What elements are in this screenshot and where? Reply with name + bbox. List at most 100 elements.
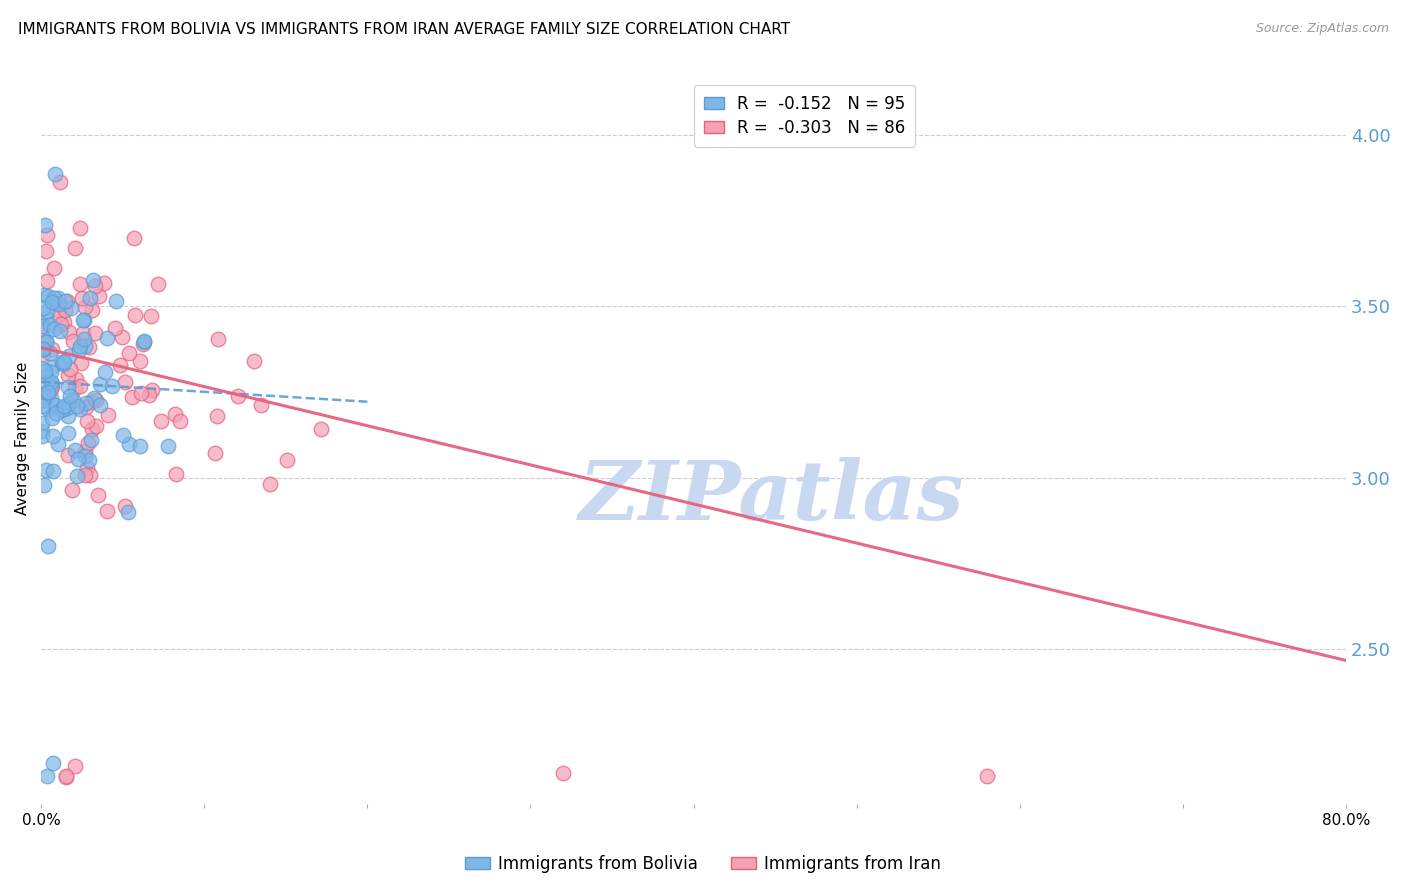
Point [34, 218, 56, 232]
Point [84, 326, 107, 341]
Point [49, 317, 72, 331]
Point [250, 397, 273, 411]
Point [35, 385, 58, 400]
Point [82, 303, 104, 318]
Point [76, 460, 98, 475]
Point [45, 296, 67, 310]
Point [276, 453, 298, 467]
Point [39, 375, 62, 389]
Point [65, 241, 87, 255]
Point [129, 439, 152, 453]
Point [35, 228, 58, 243]
Point [62, 334, 84, 349]
Point [87, 488, 110, 502]
Point [114, 376, 136, 390]
Point [129, 385, 152, 400]
Point [63, 443, 86, 458]
Point [52, 402, 75, 417]
Point [70, 291, 93, 305]
Point [139, 310, 162, 324]
Point [204, 446, 226, 460]
Point [63, 759, 86, 773]
Point [165, 467, 187, 481]
Point [66, 399, 89, 413]
Point [141, 383, 163, 397]
Point [44, 261, 66, 276]
Point [34, 364, 56, 378]
Point [112, 427, 135, 442]
Point [39, 318, 62, 333]
Point [32, 301, 55, 316]
Point [53, 399, 76, 413]
Point [72, 312, 94, 326]
Text: IMMIGRANTS FROM BOLIVIA VS IMMIGRANTS FROM IRAN AVERAGE FAMILY SIZE CORRELATION : IMMIGRANTS FROM BOLIVIA VS IMMIGRANTS FR… [18, 22, 790, 37]
Point [46, 291, 69, 305]
Point [46, 437, 69, 451]
Text: Source: ZipAtlas.com: Source: ZipAtlas.com [1256, 22, 1389, 36]
Point [51, 355, 73, 369]
Point [117, 505, 139, 519]
Point [41, 295, 63, 310]
Point [56, 294, 79, 309]
Point [35, 769, 58, 783]
Point [132, 336, 155, 351]
Point [73, 449, 96, 463]
Point [104, 321, 127, 335]
Point [169, 414, 191, 428]
Point [132, 335, 155, 350]
Point [42, 321, 65, 335]
Legend: R =  -0.152   N = 95, R =  -0.303   N = 86: R = -0.152 N = 95, R = -0.303 N = 86 [693, 85, 915, 147]
Point [96, 504, 118, 518]
Point [132, 334, 155, 348]
Point [32, 361, 55, 376]
Point [84, 279, 107, 293]
Point [41, 411, 63, 425]
Point [114, 499, 136, 513]
Point [38, 346, 60, 360]
Point [31, 392, 53, 407]
Point [41, 376, 63, 391]
Point [41, 382, 63, 396]
Point [129, 354, 152, 368]
Point [553, 766, 575, 780]
Point [89, 399, 111, 413]
Point [65, 371, 87, 385]
Point [70, 356, 93, 370]
Point [35, 244, 58, 258]
Point [77, 436, 100, 450]
Point [37, 401, 59, 416]
Point [97, 408, 120, 422]
Point [69, 379, 91, 393]
Point [58, 325, 80, 339]
Point [58, 368, 80, 382]
Point [44, 398, 66, 412]
Point [46, 308, 69, 322]
Point [69, 220, 91, 235]
Point [34, 368, 56, 383]
Point [73, 339, 96, 353]
Point [73, 468, 96, 483]
Point [72, 326, 94, 340]
Point [53, 315, 76, 329]
Point [118, 437, 141, 451]
Point [35, 303, 58, 318]
Point [32, 346, 55, 360]
Point [32, 343, 55, 357]
Point [34, 334, 56, 348]
Point [44, 291, 66, 305]
Point [41, 359, 63, 374]
Point [100, 379, 122, 393]
Point [45, 406, 67, 420]
Point [34, 334, 56, 349]
Point [35, 310, 58, 325]
Point [58, 395, 80, 409]
Text: ZIPatlas: ZIPatlas [579, 457, 965, 537]
Point [69, 277, 91, 292]
Point [32, 288, 55, 302]
Point [58, 448, 80, 462]
Point [48, 297, 70, 311]
Point [56, 409, 79, 424]
Point [31, 429, 53, 443]
Point [37, 539, 59, 553]
Point [60, 483, 83, 498]
